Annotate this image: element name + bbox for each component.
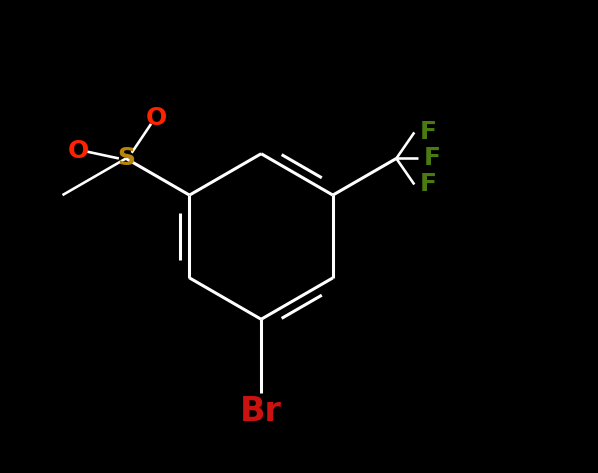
Text: O: O: [146, 106, 167, 130]
Text: F: F: [420, 121, 437, 144]
Text: F: F: [420, 173, 437, 196]
Text: O: O: [68, 140, 89, 163]
Text: F: F: [424, 147, 441, 170]
Text: S: S: [117, 147, 135, 170]
Text: Br: Br: [240, 395, 282, 428]
